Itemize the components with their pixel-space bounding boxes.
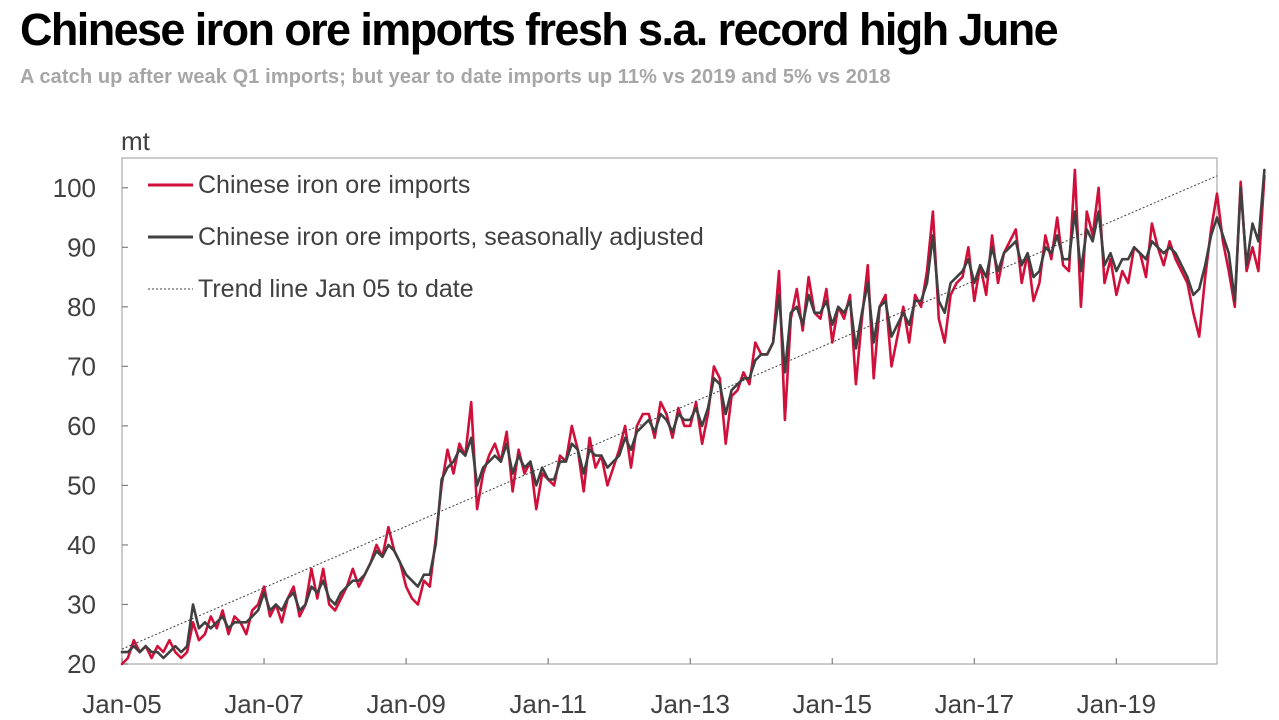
legend-label: Chinese iron ore imports, seasonally adj… (198, 223, 704, 251)
axes: 20 30 40 50 60 70 80 90 100 mt Jan-05 Jan-07 Jan-09 J… (53, 126, 1157, 719)
y-tick-label: 60 (67, 411, 96, 441)
y-tick-label: 80 (67, 292, 96, 322)
y-tick-label: 20 (67, 649, 96, 679)
series-layer (120, 168, 1266, 666)
x-tick-label: Jan-15 (793, 689, 873, 719)
chart-title: Chinese iron ore imports fresh s.a. reco… (20, 4, 1059, 55)
x-tick-label: Jan-19 (1077, 689, 1157, 719)
x-tick-label: Jan-07 (224, 689, 304, 719)
x-tick-label: Jan-09 (366, 689, 446, 719)
plot-frame (121, 157, 1218, 665)
y-tick-label: 30 (67, 589, 96, 619)
legend: Chinese iron ore imports Chinese iron ore… (148, 171, 704, 303)
legend-label: Trend line Jan 05 to date (198, 275, 474, 303)
y-tick-label: 100 (53, 173, 96, 203)
x-tick-label: Jan-11 (509, 689, 587, 719)
x-tick-label: Jan-05 (82, 689, 162, 719)
chart-subtitle: A catch up after weak Q1 imports; but ye… (20, 66, 891, 88)
trend-line (121, 175, 1218, 650)
y-tick-label: 90 (67, 232, 96, 262)
y-axis-label: mt (121, 126, 151, 156)
legend-label: Chinese iron ore imports (198, 171, 470, 199)
y-tick-label: 50 (67, 470, 96, 500)
x-tick-label: Jan-17 (935, 689, 1015, 719)
y-tick-label: 70 (67, 351, 96, 381)
y-tick-label: 40 (67, 530, 96, 560)
series-line-sa (120, 168, 1266, 660)
x-tick-label: Jan-13 (650, 689, 730, 719)
